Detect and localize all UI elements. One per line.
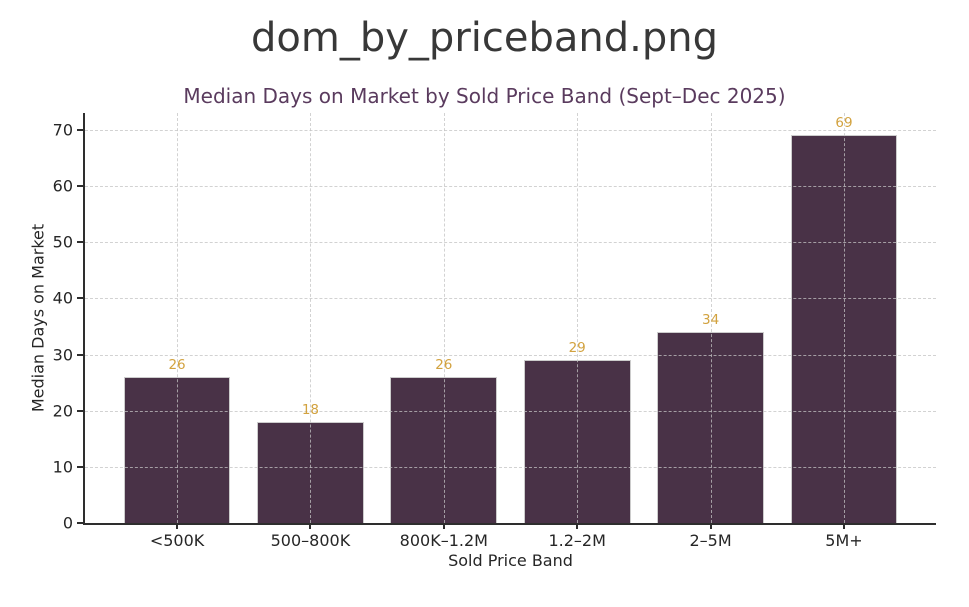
y-tick-mark (77, 522, 83, 524)
y-tick-mark (77, 409, 83, 412)
bar-800K–1.2M (390, 376, 498, 523)
y-gridline (85, 242, 936, 244)
bar-value-label: 69 (835, 115, 853, 132)
x-tick-label: 500–800K (270, 531, 351, 550)
x-tick-label: 5M+ (825, 531, 863, 550)
x-tick-label: 1.2–2M (548, 531, 606, 550)
y-gridline (85, 410, 936, 412)
y-tick-label: 70 (52, 120, 73, 140)
y-gridline (85, 466, 936, 468)
y-axis-spine (83, 113, 85, 525)
bar-1.2–2M (523, 360, 631, 523)
bar-value-label: 18 (301, 401, 319, 418)
x-gridline (310, 113, 312, 523)
y-gridline (85, 129, 936, 131)
y-tick-mark (77, 465, 83, 468)
bar-value-label: 26 (435, 356, 453, 373)
x-tick-mark (176, 525, 179, 529)
x-tick-mark (442, 525, 445, 529)
x-tick-label: <500K (149, 531, 205, 550)
x-axis-spine (83, 523, 936, 525)
y-tick-label: 20 (52, 401, 73, 421)
x-tick-label: 2–5M (689, 531, 732, 550)
plot-area: 0 10 20 30 40 50 60 70 26 <500K 18 500–800K 26 800K–1… (53, 113, 936, 550)
y-gridline (85, 354, 936, 356)
y-tick-label: 0 (62, 513, 73, 533)
x-tick-mark (709, 525, 712, 529)
y-tick-label: 30 (52, 345, 73, 364)
x-axis-label: Sold Price Band (448, 551, 573, 570)
bar-value-label: 29 (568, 340, 586, 357)
chart-title: Median Days on Market by Sold Price Band… (183, 84, 786, 108)
y-gridline (85, 186, 936, 187)
bar-<500K (123, 376, 231, 523)
x-tick-mark (576, 525, 579, 529)
y-gridline (85, 298, 936, 300)
y-tick-mark (77, 185, 83, 187)
y-tick-label: 60 (52, 176, 73, 196)
x-gridline (710, 113, 712, 523)
y-tick-label: 40 (52, 288, 73, 308)
y-axis-label: Median Days on Market (28, 223, 48, 413)
bar-value-label: 26 (168, 356, 186, 373)
y-tick-mark (77, 297, 83, 300)
y-tick-label: 10 (52, 457, 73, 477)
x-gridline (443, 113, 445, 523)
y-tick-mark (77, 241, 83, 244)
y-tick-label: 50 (52, 232, 73, 252)
x-gridline (577, 113, 579, 523)
x-gridline (843, 113, 845, 523)
bar-2–5M (657, 332, 764, 523)
x-tick-mark (842, 525, 845, 529)
x-gridline (177, 113, 179, 523)
x-tick-label: 800K–1.2M (399, 531, 488, 550)
y-tick-mark (77, 353, 83, 356)
figure-title: dom_by_priceband.png (251, 15, 718, 61)
x-tick-mark (309, 525, 312, 529)
bar-value-label: 34 (701, 312, 720, 329)
y-tick-mark (77, 128, 83, 131)
